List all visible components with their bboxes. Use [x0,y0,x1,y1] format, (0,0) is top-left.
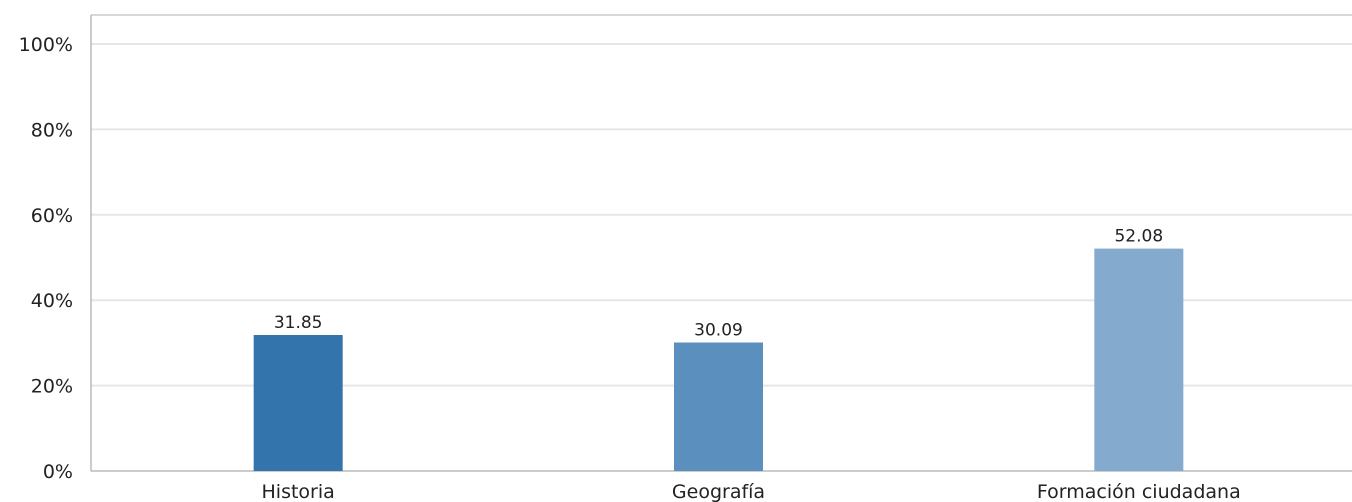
y-tick-label: 0% [43,461,73,483]
data-label: 52.08 [1114,227,1163,247]
data-label: 31.85 [274,313,323,333]
bars [253,248,1184,471]
y-tick-label: 100% [19,34,73,56]
data-label: 30.09 [694,321,743,341]
x-tick-label: Historia [262,481,335,502]
x-tick-labels: Historia Geografía Formación ciudadana [262,481,1241,502]
x-tick-label: Formación ciudadana [1037,481,1241,502]
y-tick-label: 60% [31,205,73,227]
y-tick-labels: 0% 20% 40% 60% 80% 100% [19,34,73,483]
y-tick-label: 40% [31,290,73,312]
x-tick-label: Geografía [672,481,765,502]
data-labels: 31.85 30.09 52.08 [274,227,1163,341]
y-tick-label: 80% [31,119,73,141]
bar [1094,248,1184,471]
bar [253,335,343,471]
bar [674,342,763,471]
y-tick-label: 20% [31,376,73,398]
